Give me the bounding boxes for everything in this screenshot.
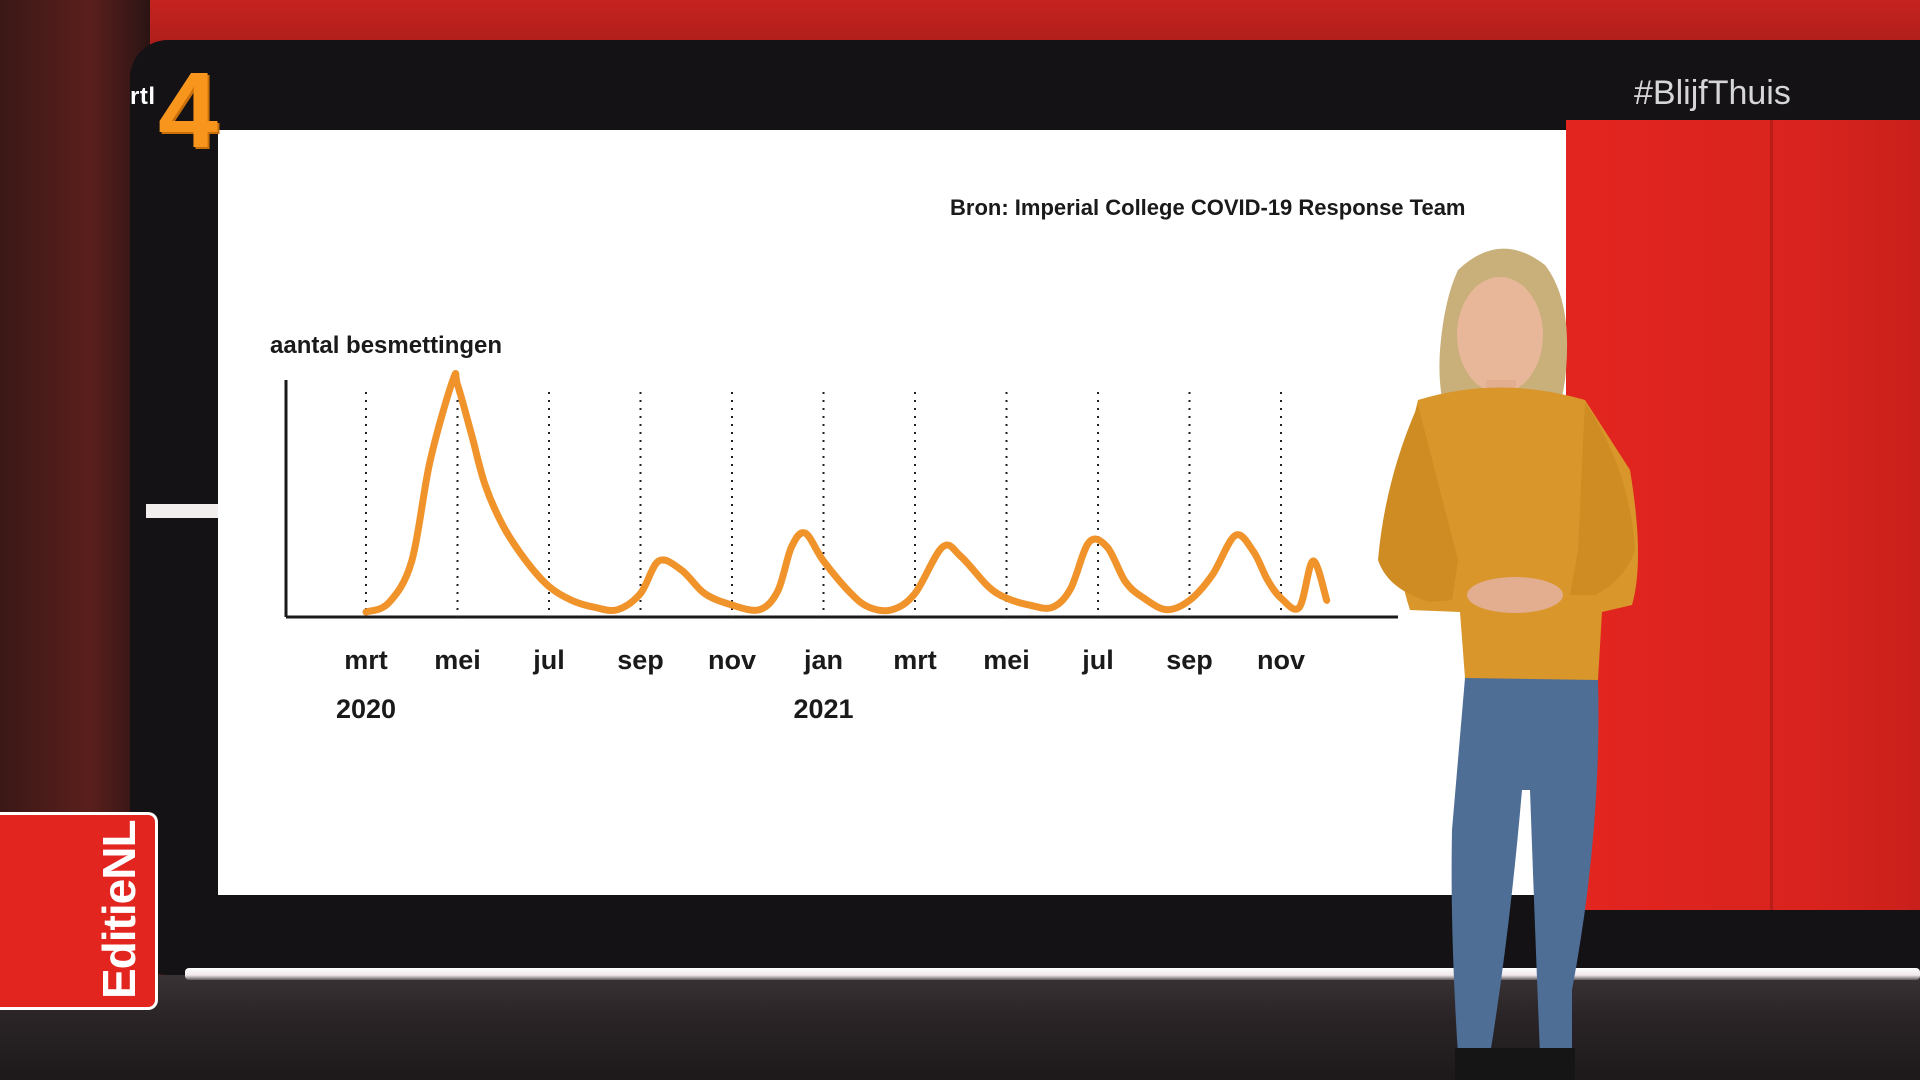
x-tick-label: mei xyxy=(434,645,481,675)
chart-panel: Bron: Imperial College COVID-19 Response… xyxy=(218,130,1566,895)
x-tick-label: mrt xyxy=(344,645,388,675)
x-tick-label: jan xyxy=(803,645,843,675)
channel-logo-text: rtl xyxy=(130,83,156,110)
x-tick-label: jul xyxy=(532,645,565,675)
x-tick-label: jul xyxy=(1081,645,1114,675)
presenter-jeans xyxy=(1451,678,1599,1055)
presenter-shoes xyxy=(1455,1048,1575,1080)
presenter-blouse xyxy=(1396,387,1639,685)
x-tick-label: sep xyxy=(1166,645,1213,675)
x-tick-label: nov xyxy=(708,645,756,675)
x-tick-label: mrt xyxy=(893,645,937,675)
chart-source: Bron: Imperial College COVID-19 Response… xyxy=(950,195,1466,220)
year-label: 2021 xyxy=(793,694,853,724)
left-light-strip xyxy=(146,504,218,518)
x-tick-label: mei xyxy=(983,645,1030,675)
tick-labels: mrt mei jul sep nov jan mrt mei jul sep nov xyxy=(344,645,1305,675)
year-label: 2020 xyxy=(336,694,396,724)
presenter-right-arm xyxy=(1570,402,1635,595)
channel-number: 4 xyxy=(158,49,219,170)
hashtag: #BlijfThuis xyxy=(1634,74,1791,112)
y-axis-label: aantal besmettingen xyxy=(270,332,502,359)
infection-chart: Bron: Imperial College COVID-19 Response… xyxy=(270,195,1466,724)
show-name: EditieNL xyxy=(93,820,145,999)
studio-floor xyxy=(0,975,1920,1080)
x-tick-label: sep xyxy=(617,645,664,675)
presenter-left-arm xyxy=(1378,405,1458,602)
panel-seam xyxy=(1770,120,1773,910)
x-tick-label: nov xyxy=(1257,645,1305,675)
year-labels: 2020 2021 xyxy=(336,694,854,724)
presenter xyxy=(1378,248,1639,1080)
presenter-face xyxy=(1457,277,1543,393)
series-line-infections xyxy=(362,370,1331,616)
channel-logo: rtl 4 xyxy=(130,56,226,164)
show-logo: EditieNL xyxy=(0,812,158,1010)
presenter-hands xyxy=(1467,577,1563,613)
grid-lines xyxy=(365,392,1282,617)
